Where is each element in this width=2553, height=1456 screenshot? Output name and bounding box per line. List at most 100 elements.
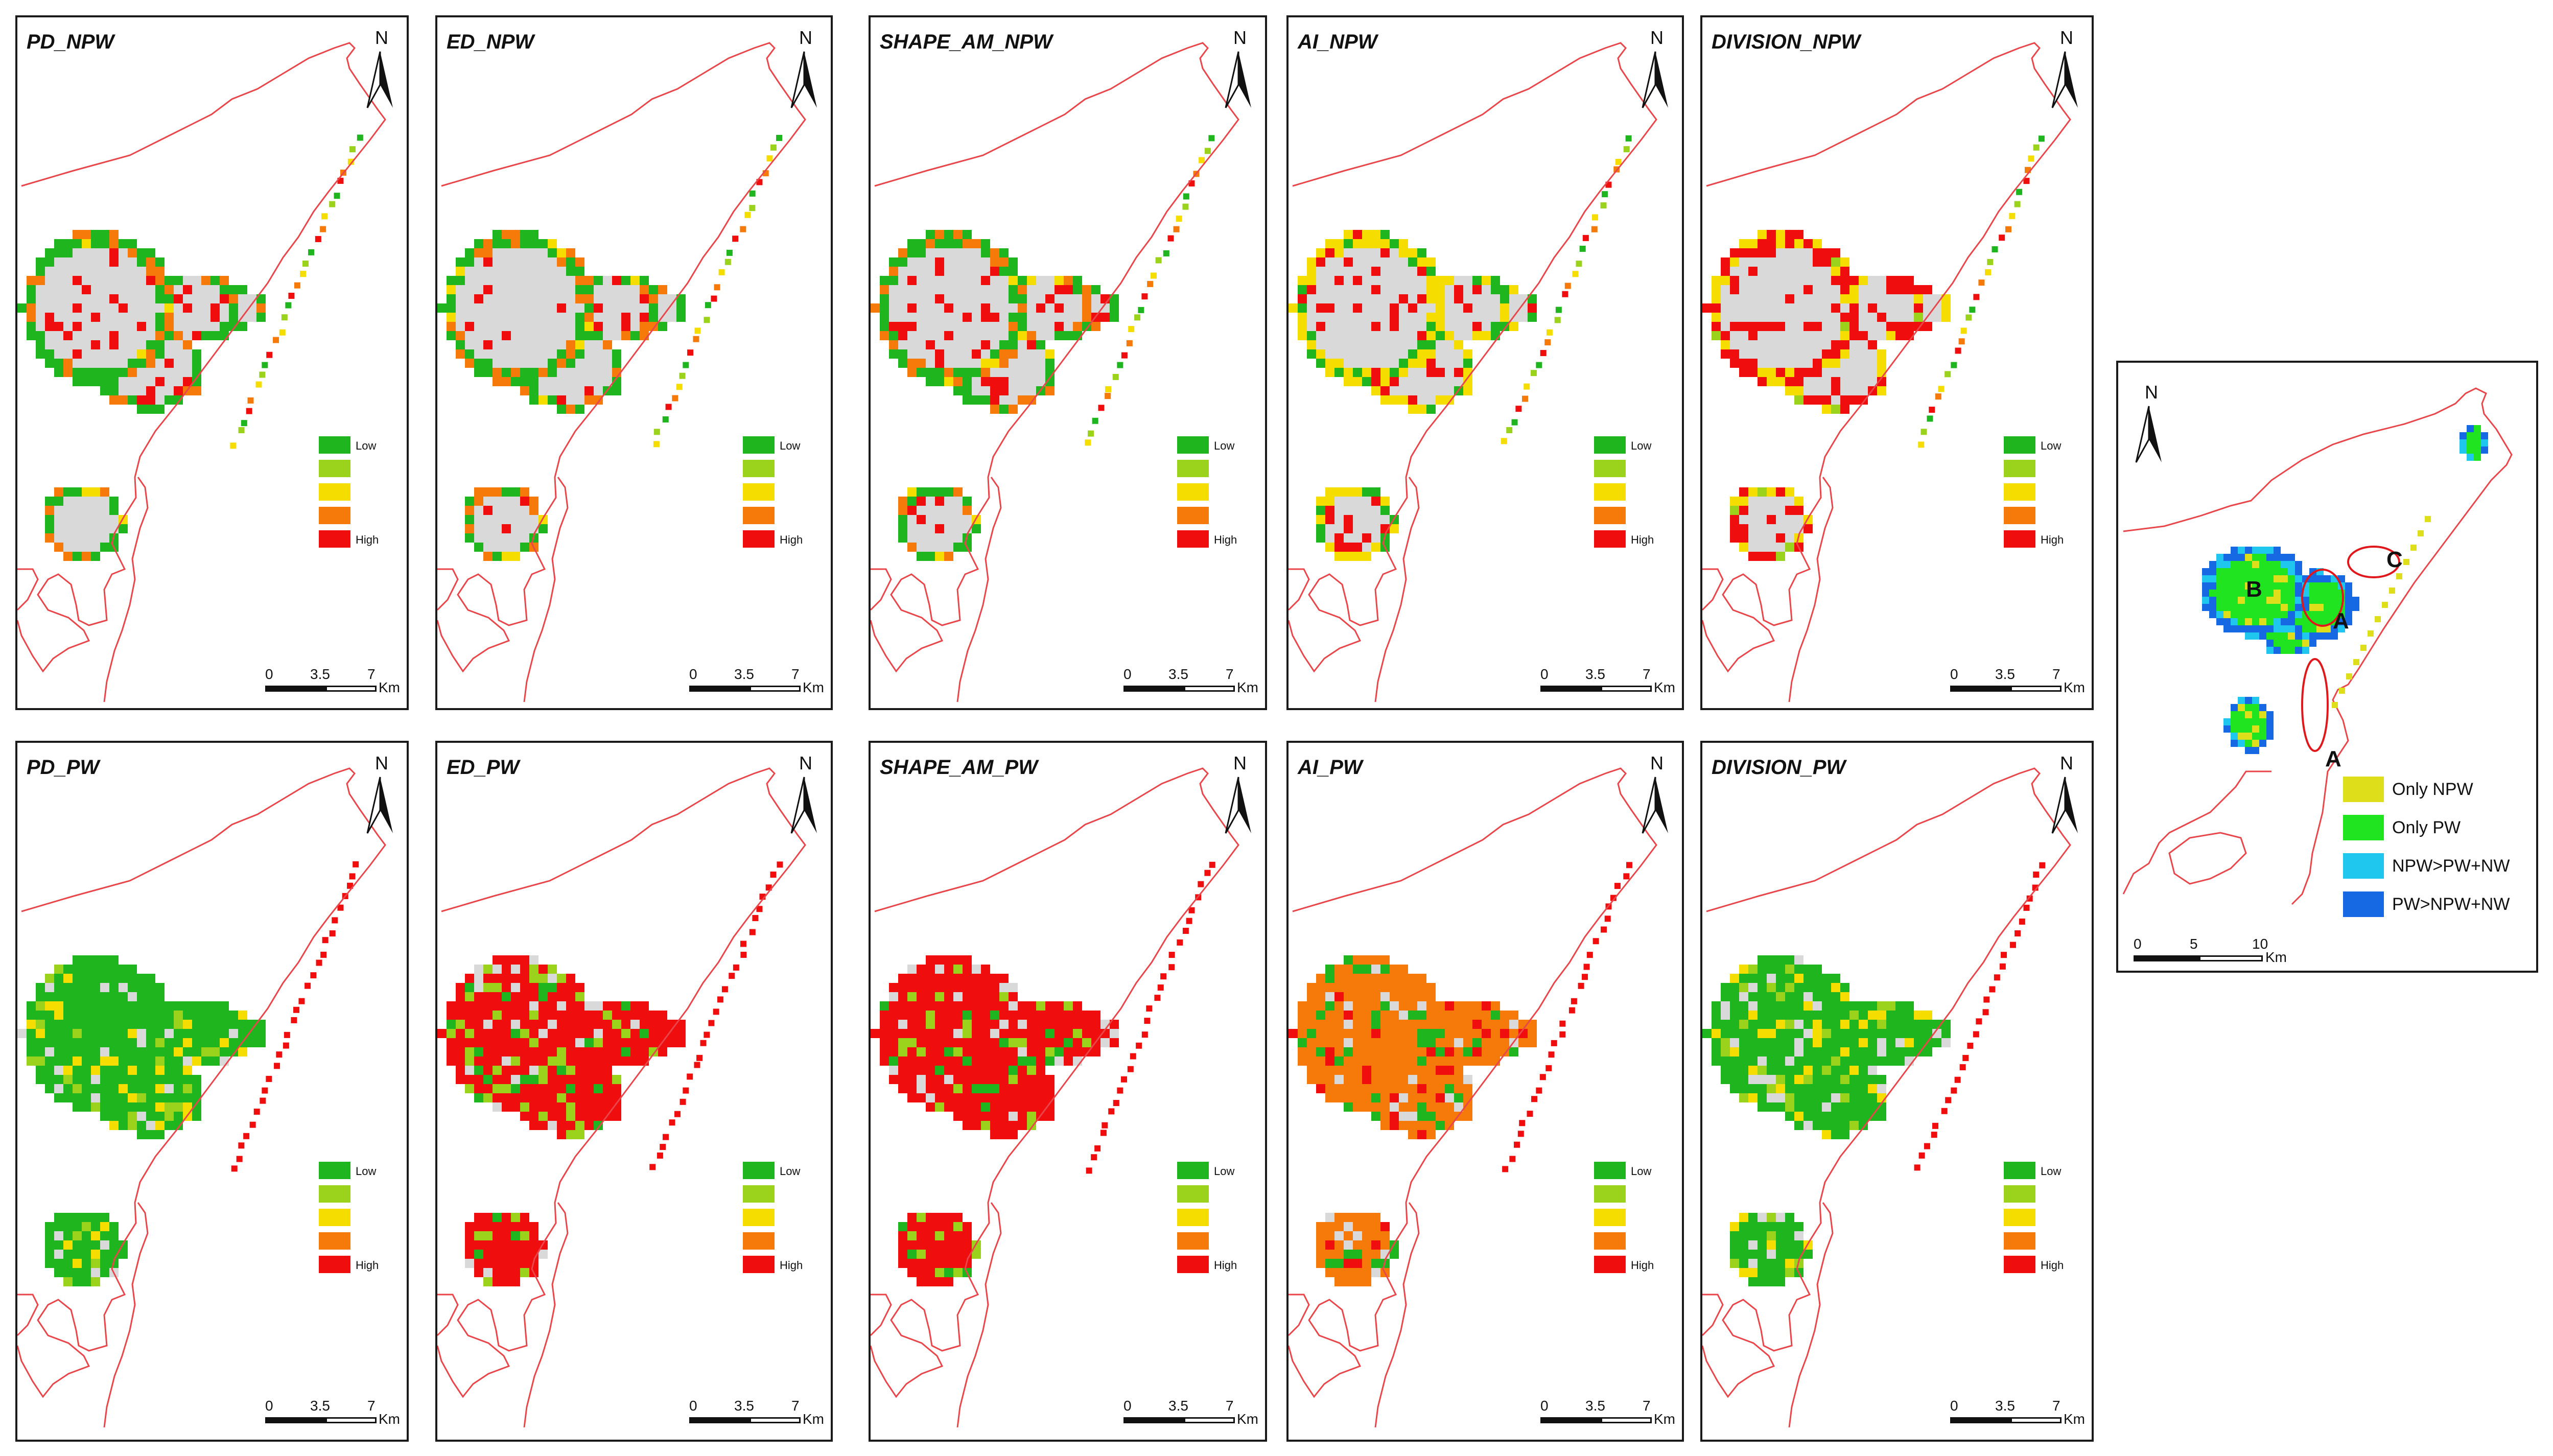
raster-cell (1399, 1047, 1408, 1056)
raster-cell (1045, 1102, 1055, 1112)
raster-cell (45, 497, 54, 506)
raster-cell (109, 1011, 119, 1020)
raster-cell (1905, 1020, 1914, 1029)
raster-cell (1463, 285, 1472, 294)
raster-cell (100, 1056, 109, 1066)
summary-cell (2288, 597, 2295, 604)
raster-cell (91, 313, 100, 322)
raster-cell (1091, 1020, 1100, 1029)
raster-cell (917, 983, 926, 992)
raster-cell (898, 1066, 907, 1075)
raster-cell (511, 497, 520, 506)
coast-cell (291, 1017, 297, 1023)
raster-cell (1009, 1112, 1018, 1121)
raster-cell (63, 276, 73, 285)
raster-cell (63, 1038, 73, 1047)
raster-cell (155, 395, 165, 405)
summary-cell (2382, 602, 2388, 608)
raster-cell (210, 1047, 220, 1056)
raster-cell (1380, 1020, 1390, 1029)
raster-cell (54, 276, 63, 285)
raster-cell (1758, 322, 1767, 331)
raster-cell (1316, 1001, 1325, 1011)
raster-cell (27, 285, 36, 294)
raster-cell (63, 1066, 73, 1075)
coast-cell (1527, 1111, 1533, 1117)
raster-cell (1009, 331, 1018, 340)
coast-cell (1168, 952, 1175, 958)
raster-cell (119, 285, 128, 294)
raster-cell (146, 386, 155, 395)
summary-cell (2238, 597, 2245, 604)
raster-cell (109, 340, 119, 349)
north-arrow: N (2050, 749, 2080, 838)
north-arrow-icon (1238, 52, 1251, 108)
summary-cell (2231, 618, 2238, 625)
raster-cell (1436, 1084, 1445, 1093)
raster-cell (1868, 1029, 1877, 1038)
raster-cell (1491, 313, 1500, 322)
raster-cell (926, 974, 935, 983)
raster-cell (1849, 1121, 1859, 1130)
raster-cell (594, 1075, 603, 1084)
raster-cell (1804, 1038, 1813, 1047)
highlight-ellipse (2347, 546, 2400, 578)
raster-cell (594, 359, 603, 368)
raster-cell (183, 1093, 192, 1102)
north-label: N (375, 753, 388, 773)
legend-swatch (1594, 1162, 1626, 1179)
scale-tick: 7 (791, 1398, 800, 1414)
raster-cell (603, 313, 612, 322)
raster-cell (1362, 1029, 1371, 1038)
coast-cell (231, 1165, 238, 1172)
raster-cell (566, 257, 575, 267)
raster-cell (1739, 267, 1748, 276)
raster-cell (100, 1213, 109, 1222)
raster-cell (575, 285, 584, 294)
raster-cell (1776, 368, 1785, 377)
summary-cell (2259, 725, 2266, 733)
summary-cell (2245, 711, 2252, 718)
coast-cell (1929, 406, 1935, 413)
raster-cell (603, 368, 612, 377)
legend-swatch (319, 436, 350, 454)
raster-cell (1730, 1259, 1739, 1268)
raster-cell (963, 331, 972, 340)
raster-cell (1868, 1056, 1877, 1066)
raster-cell (1325, 1001, 1334, 1011)
summary-cell (2259, 582, 2266, 590)
raster-cell (1739, 1056, 1748, 1066)
raster-cell (972, 983, 981, 992)
raster-cell (889, 349, 898, 359)
raster-cell (963, 1056, 972, 1066)
raster-cell (953, 1112, 963, 1121)
raster-cell (1758, 285, 1767, 294)
raster-cell (155, 349, 165, 359)
raster-cell (999, 395, 1009, 405)
raster-cell (1813, 239, 1822, 248)
raster-cell (603, 1001, 612, 1011)
raster-cell (1399, 1001, 1408, 1011)
summary-cell (2238, 725, 2245, 733)
legend-swatch (2004, 1185, 2035, 1203)
raster-cell (1905, 313, 1914, 322)
raster-cell (621, 1056, 630, 1066)
raster-cell (137, 1011, 146, 1020)
raster-cell (603, 1029, 612, 1038)
raster-cell (1110, 1038, 1119, 1047)
scale-tick: 7 (1226, 666, 1234, 682)
raster-cell (146, 340, 155, 349)
raster-cell (1739, 1250, 1748, 1259)
raster-cell (1877, 1020, 1886, 1029)
raster-cell (1380, 1029, 1390, 1038)
raster-cell (1849, 1029, 1859, 1038)
raster-cell (990, 1093, 999, 1102)
raster-cell (502, 1038, 511, 1047)
raster-cell (91, 1020, 100, 1029)
raster-cell (1399, 983, 1408, 992)
summary-cell (2231, 582, 2238, 590)
raster-cell (520, 257, 529, 267)
raster-cell (935, 1268, 944, 1277)
raster-cell (907, 1011, 917, 1020)
raster-cell (100, 285, 109, 294)
